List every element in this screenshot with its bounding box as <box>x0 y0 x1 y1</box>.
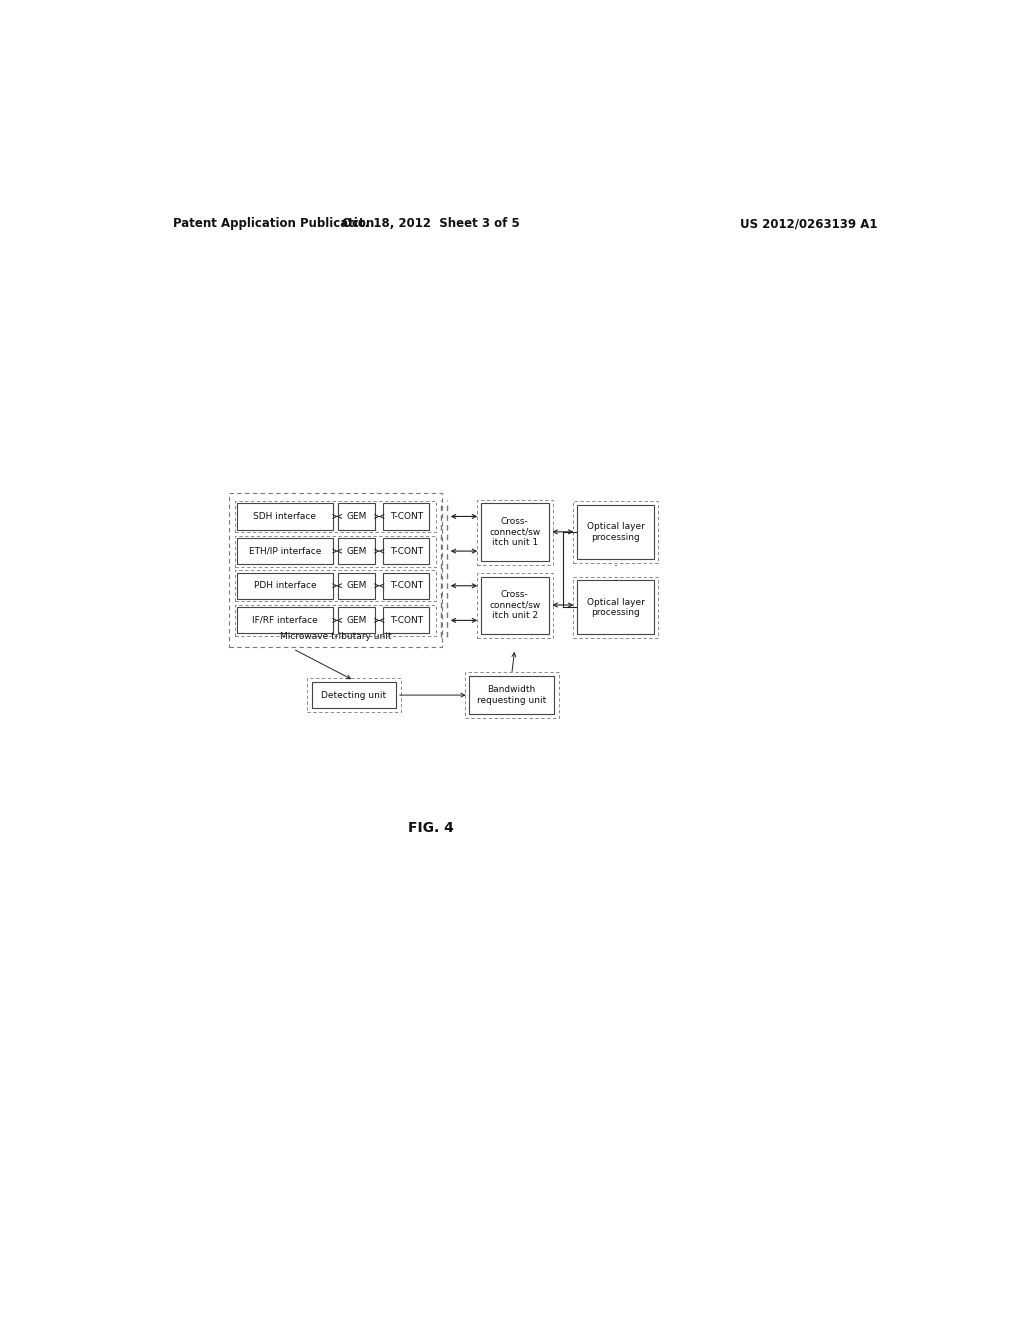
Text: Bandwidth
requesting unit: Bandwidth requesting unit <box>477 685 547 705</box>
Bar <box>339 539 376 564</box>
Text: .
.: . . <box>613 556 617 583</box>
Text: T-CONT: T-CONT <box>390 512 423 521</box>
Bar <box>339 503 376 529</box>
Bar <box>578 581 654 635</box>
Text: IF/RF interface: IF/RF interface <box>252 616 317 624</box>
Bar <box>383 503 429 529</box>
Text: US 2012/0263139 A1: US 2012/0263139 A1 <box>740 218 878 231</box>
Text: Optical layer
processing: Optical layer processing <box>587 523 644 541</box>
Text: Cross-
connect/sw
itch unit 1: Cross- connect/sw itch unit 1 <box>489 517 541 546</box>
Bar <box>573 577 658 638</box>
Text: ETH/IP interface: ETH/IP interface <box>249 546 322 556</box>
Bar <box>339 573 376 599</box>
Bar <box>237 573 333 599</box>
Bar <box>237 503 333 529</box>
Bar <box>383 539 429 564</box>
Text: Optical layer
processing: Optical layer processing <box>587 598 644 616</box>
Bar <box>383 607 429 634</box>
Bar <box>573 502 658 562</box>
Text: GEM: GEM <box>347 616 368 624</box>
Text: Detecting unit: Detecting unit <box>322 690 386 700</box>
Bar <box>229 494 442 647</box>
Bar <box>465 672 559 718</box>
Text: PDH interface: PDH interface <box>254 581 316 590</box>
Bar <box>311 682 396 708</box>
Bar <box>236 605 436 636</box>
Bar <box>477 499 553 565</box>
Text: T-CONT: T-CONT <box>390 581 423 590</box>
Bar <box>481 577 549 635</box>
Text: GEM: GEM <box>347 512 368 521</box>
Text: T-CONT: T-CONT <box>390 546 423 556</box>
Bar <box>339 607 376 634</box>
Text: Cross-
connect/sw
itch unit 2: Cross- connect/sw itch unit 2 <box>489 590 541 620</box>
Text: Oct. 18, 2012  Sheet 3 of 5: Oct. 18, 2012 Sheet 3 of 5 <box>342 218 520 231</box>
Bar <box>469 676 554 714</box>
Bar <box>481 503 549 561</box>
Bar <box>477 573 553 638</box>
Text: SDH interface: SDH interface <box>254 512 316 521</box>
Bar <box>237 607 333 634</box>
Bar <box>383 573 429 599</box>
Bar <box>237 539 333 564</box>
Bar <box>307 678 400 711</box>
Text: Microwave tributary unit: Microwave tributary unit <box>280 632 391 642</box>
Text: GEM: GEM <box>347 546 368 556</box>
Bar <box>236 536 436 566</box>
Bar <box>236 570 436 601</box>
Text: Patent Application Publication: Patent Application Publication <box>173 218 374 231</box>
Text: FIG. 4: FIG. 4 <box>408 821 454 836</box>
Bar <box>236 502 436 532</box>
Text: GEM: GEM <box>347 581 368 590</box>
Text: T-CONT: T-CONT <box>390 616 423 624</box>
Bar <box>578 506 654 558</box>
